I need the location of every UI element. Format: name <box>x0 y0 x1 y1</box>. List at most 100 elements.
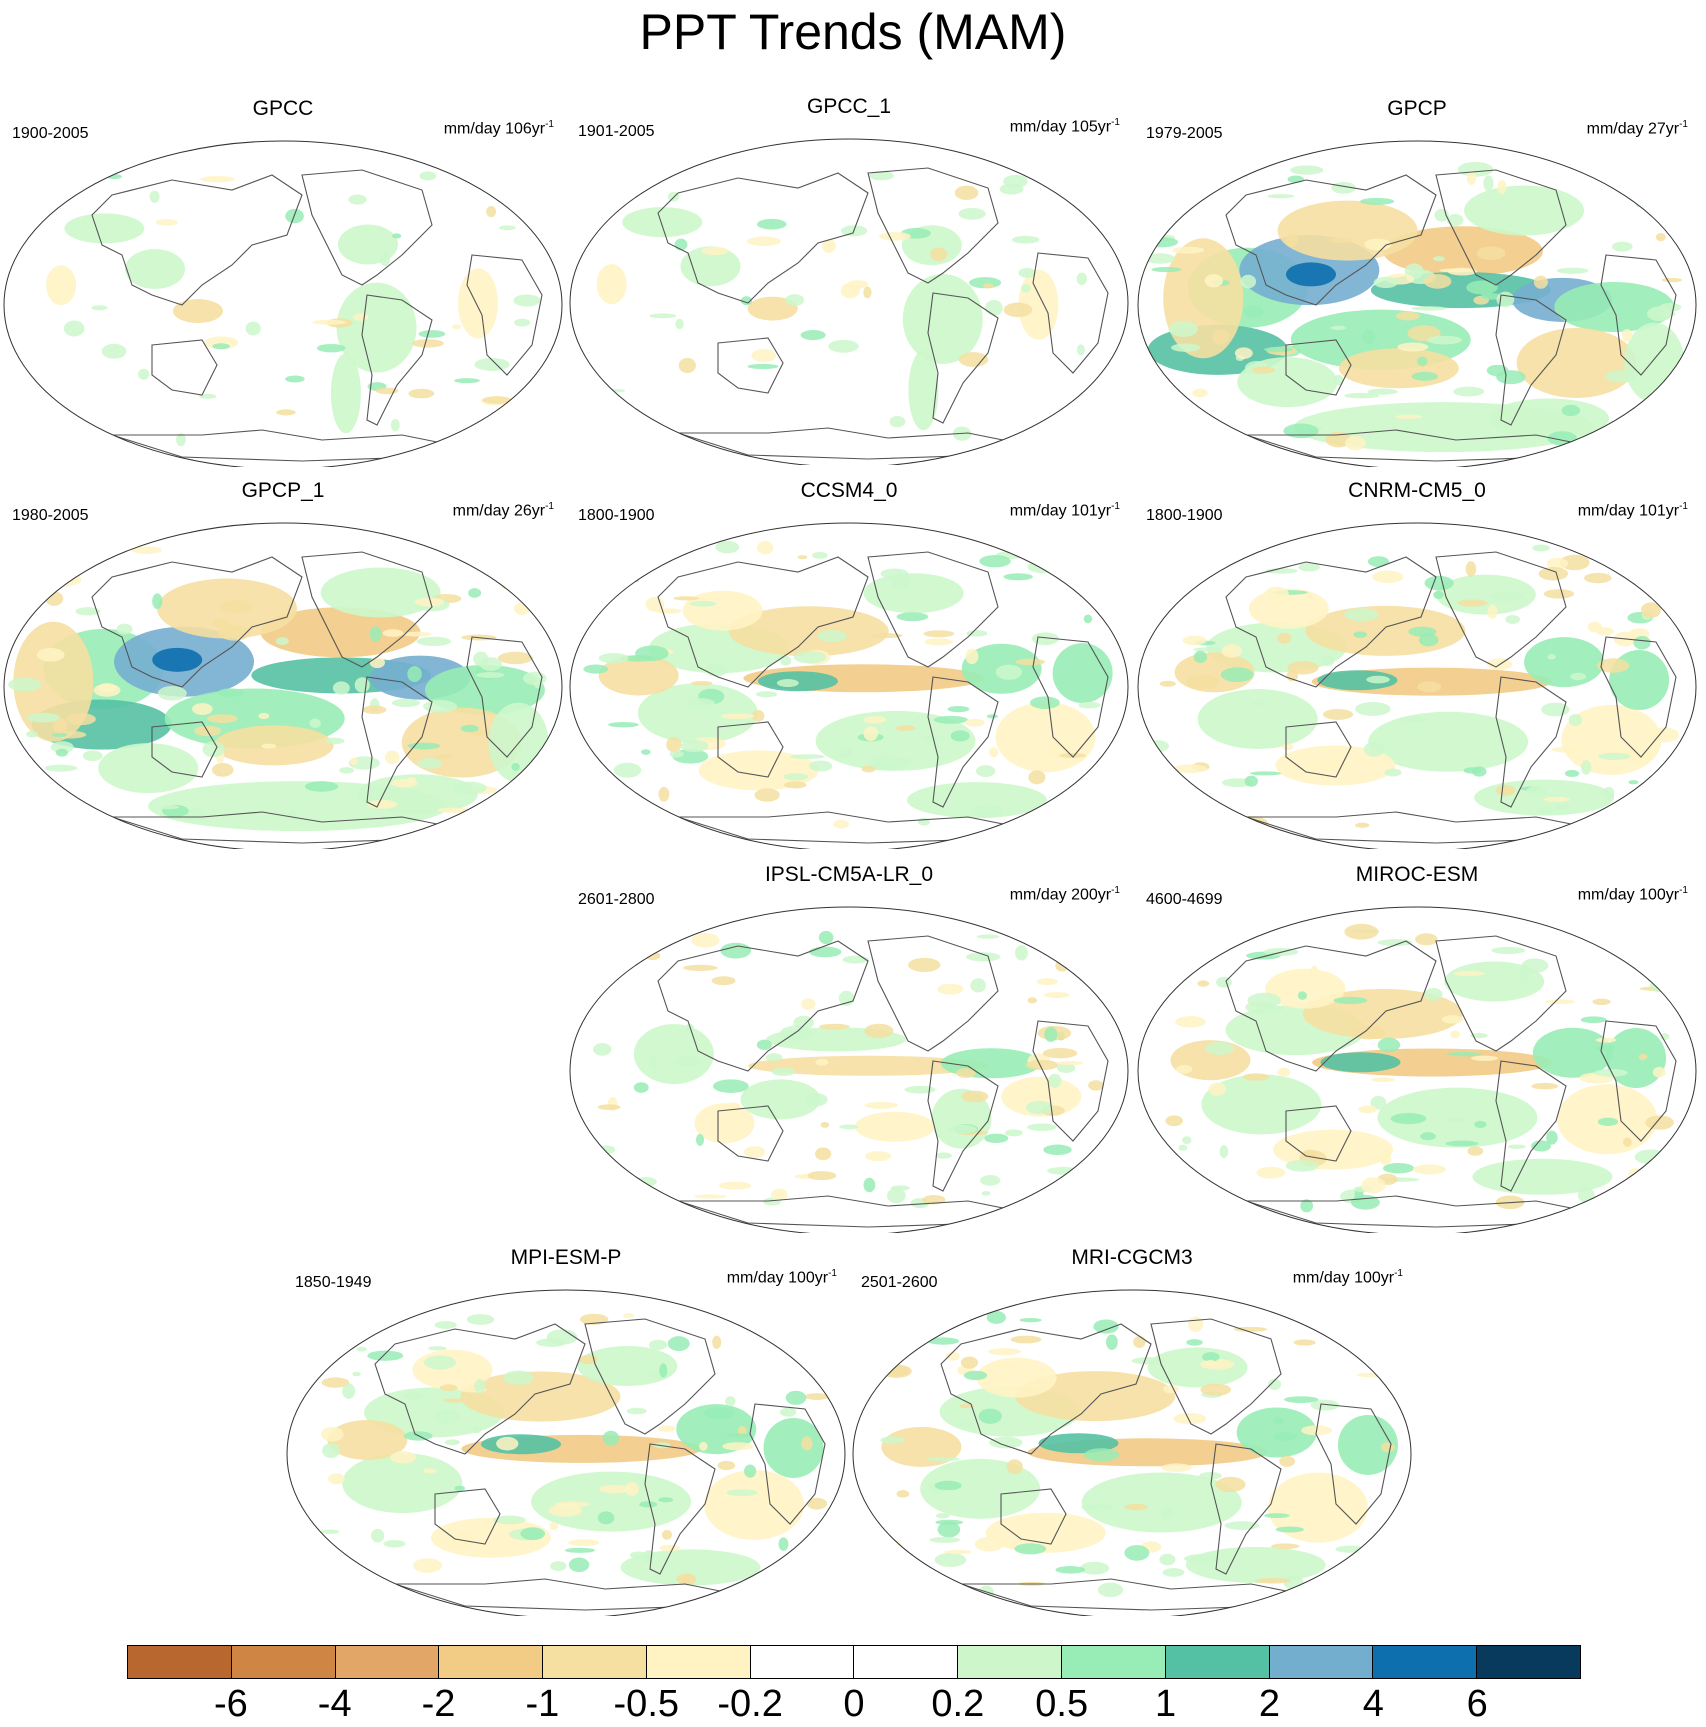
trend-field <box>570 139 1128 465</box>
coastline <box>1495 294 1567 426</box>
trend-speckle <box>1025 1059 1059 1071</box>
trend-speckle <box>1042 1047 1078 1059</box>
trend-region <box>596 264 627 305</box>
trend-speckle <box>989 747 999 758</box>
trend-speckle <box>833 819 850 829</box>
trend-speckle <box>1244 775 1258 787</box>
trend-speckle <box>1286 670 1299 682</box>
trend-speckle <box>1656 311 1676 317</box>
trend-speckle <box>407 666 422 682</box>
trend-speckle <box>1373 276 1399 289</box>
trend-speckle <box>1651 192 1676 202</box>
colorbar-swatch <box>958 1646 1063 1678</box>
trend-speckle <box>304 781 339 792</box>
trend-region <box>1147 1347 1248 1388</box>
trend-speckle <box>1564 769 1580 777</box>
trend-field <box>1138 523 1696 849</box>
trend-speckle <box>725 1396 736 1407</box>
trend-speckle <box>1476 246 1506 261</box>
panel-units: mm/day 27yr-1 <box>1586 119 1688 138</box>
trend-speckle <box>286 811 299 821</box>
coastline <box>361 294 433 426</box>
panel-title: MRI-CGCM3 <box>1071 1246 1193 1269</box>
trend-speckle <box>137 368 150 380</box>
trend-speckle <box>391 778 418 788</box>
coastline <box>374 1323 586 1455</box>
trend-speckle <box>408 388 435 399</box>
trend-speckle <box>434 1409 460 1424</box>
trend-speckle <box>369 657 385 669</box>
coastline <box>940 1323 1152 1455</box>
trend-speckle <box>212 343 230 350</box>
trend-speckle <box>1595 627 1614 636</box>
trend-speckle <box>1417 356 1428 367</box>
trend-speckle <box>1076 344 1085 356</box>
trend-region <box>98 743 199 794</box>
coastline <box>584 1318 716 1435</box>
trend-speckle <box>1220 667 1254 683</box>
map <box>286 1289 846 1616</box>
trend-speckle <box>1161 1506 1173 1520</box>
trend-speckle <box>613 933 632 943</box>
trend-speckle <box>930 247 948 262</box>
trend-speckle <box>629 1551 647 1559</box>
trend-speckle <box>412 1558 443 1573</box>
trend-speckle <box>575 593 611 605</box>
trend-speckle <box>1619 432 1637 442</box>
trend-speckle <box>1598 752 1631 760</box>
colorbar-swatch <box>128 1646 232 1678</box>
trend-speckle <box>200 176 236 183</box>
panel-period: 2501-2600 <box>861 1274 938 1291</box>
map-panel-gpcp: GPCP 1979-2005 mm/day 27yr-1 <box>1136 97 1698 467</box>
trend-speckle <box>917 817 930 826</box>
trend-speckle <box>1084 549 1114 564</box>
trend-speckle <box>1412 1164 1446 1175</box>
trend-speckle <box>1251 366 1275 374</box>
trend-speckle <box>1025 1100 1054 1115</box>
trend-speckle <box>1470 1055 1499 1061</box>
trend-speckle <box>896 612 929 622</box>
trend-speckle <box>473 1426 482 1434</box>
trend-speckle <box>597 1104 621 1110</box>
trend-speckle <box>597 1511 615 1525</box>
panel-title: IPSL-CM5A-LR_0 <box>764 863 934 886</box>
trend-speckle <box>986 714 998 719</box>
trend-speckle <box>1628 780 1639 785</box>
trend-region <box>1197 688 1318 749</box>
trend-speckle <box>1193 650 1208 664</box>
coastline <box>1000 1488 1067 1545</box>
trend-speckle <box>1297 991 1307 1000</box>
coastline <box>1032 1020 1109 1142</box>
trend-speckle <box>355 1586 386 1600</box>
trend-region <box>682 590 763 631</box>
trend-speckle <box>744 1464 757 1478</box>
colorbar-label: 2 <box>1258 1683 1280 1725</box>
trend-speckle <box>1310 965 1319 979</box>
trend-speckle <box>695 1133 705 1146</box>
trend-speckle <box>1056 1184 1068 1198</box>
trend-speckle <box>691 933 720 948</box>
trend-region <box>1464 185 1585 236</box>
trend-speckle <box>1187 1316 1204 1333</box>
trend-speckle <box>1668 772 1682 784</box>
trend-speckle <box>1508 1144 1526 1149</box>
colorbar-label: -2 <box>421 1683 456 1725</box>
trend-speckle <box>486 205 497 218</box>
coastline <box>1032 252 1109 374</box>
trend-speckle <box>986 1310 1006 1324</box>
panel-title: GPCC_1 <box>806 95 892 118</box>
panel-title: MPI-ESM-P <box>510 1246 622 1269</box>
trend-speckle <box>954 185 979 201</box>
trend-speckle <box>339 767 355 774</box>
trend-speckle <box>817 630 847 642</box>
colorbar-swatch <box>1165 1646 1270 1678</box>
trend-speckle <box>529 773 549 782</box>
trend-speckle <box>1254 1578 1291 1584</box>
trend-speckle <box>717 1460 736 1471</box>
trend-speckle <box>935 1152 952 1159</box>
trend-speckle <box>32 175 52 190</box>
trend-speckle <box>1041 559 1059 570</box>
trend-speckle <box>800 329 826 341</box>
trend-region <box>46 265 77 306</box>
trend-region <box>1524 637 1605 688</box>
